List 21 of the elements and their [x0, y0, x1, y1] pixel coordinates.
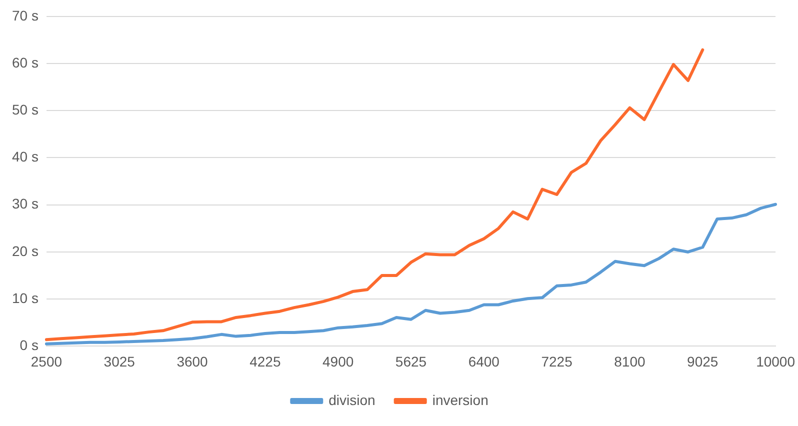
y-tick-label: 60 s [12, 54, 38, 70]
y-tick-label: 70 s [12, 7, 38, 24]
x-tick-label: 2500 [30, 353, 62, 370]
y-tick-label: 40 s [12, 148, 38, 165]
x-tick-label: 8100 [614, 353, 646, 370]
x-tick-label: 3600 [176, 353, 208, 370]
legend-label: inversion [432, 392, 488, 408]
x-tick-label: 5625 [395, 353, 427, 370]
x-tick-label: 4900 [322, 353, 354, 370]
legend-label: division [328, 392, 376, 408]
x-tick-label: 9025 [687, 353, 718, 370]
x-tick-label: 6400 [468, 353, 500, 370]
x-tick-label: 7225 [541, 353, 573, 370]
y-tick-label: 30 s [12, 196, 38, 212]
x-tick-label: 10000 [756, 353, 796, 370]
x-tick-label: 4225 [250, 353, 281, 370]
y-tick-label: 0 s [20, 337, 38, 354]
x-tick-label: 3025 [104, 353, 136, 370]
y-tick-label: 10 s [12, 290, 38, 306]
y-tick-label: 50 s [12, 101, 38, 118]
y-tick-label: 20 s [12, 242, 38, 259]
